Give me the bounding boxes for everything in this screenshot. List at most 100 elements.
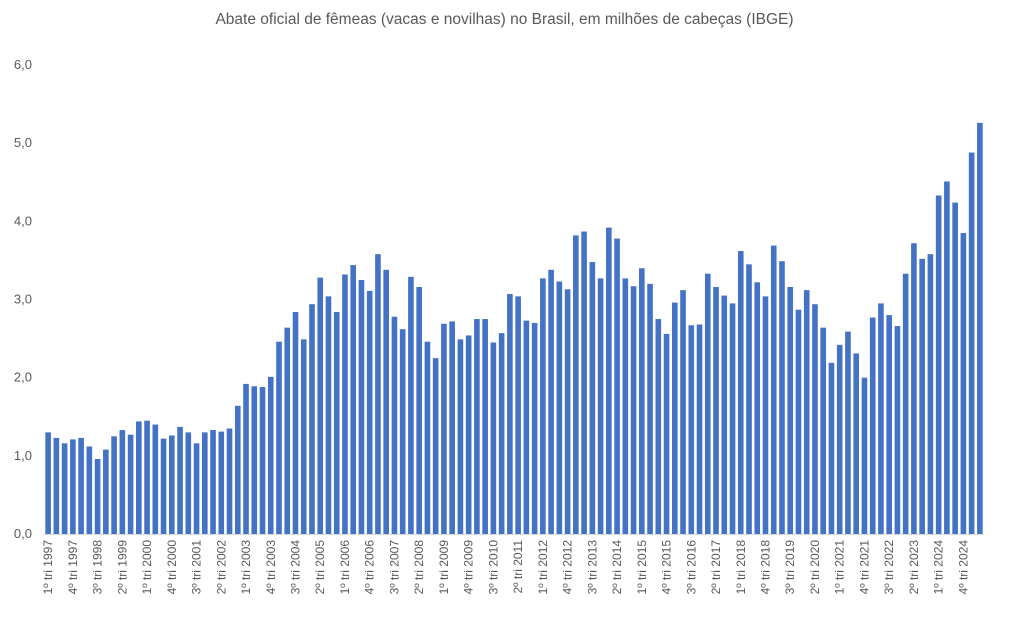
x-tick-label: 4º tri 2015 — [660, 540, 674, 595]
bar — [845, 331, 851, 534]
bar — [383, 269, 389, 534]
x-tick-label: 4º tri 1997 — [66, 540, 80, 595]
bar — [474, 319, 480, 534]
bar — [927, 254, 934, 534]
chart-title: Abate oficial de fêmeas (vacas e novilha… — [215, 11, 794, 28]
bar — [432, 358, 439, 535]
bar — [507, 294, 513, 534]
x-tick-label: 4º tri 2006 — [363, 540, 377, 595]
bar — [325, 296, 332, 534]
bar — [540, 278, 546, 534]
x-tick-label: 1º tri 2000 — [140, 540, 154, 595]
bar — [111, 436, 117, 534]
x-tick-label: 2º tri 2002 — [214, 540, 228, 595]
bar — [375, 254, 381, 534]
bar — [490, 342, 497, 534]
bar — [795, 309, 802, 534]
bar — [86, 446, 93, 534]
y-tick-label: 4,0 — [14, 213, 32, 228]
bar — [960, 233, 967, 534]
x-tick-label: 2º tri 2023 — [907, 540, 921, 595]
bar — [737, 251, 744, 535]
bar — [169, 435, 175, 534]
bar — [589, 261, 596, 534]
x-tick-label: 1º tri 1997 — [41, 540, 55, 595]
x-tick-label: 3º tri 2007 — [387, 540, 401, 595]
bar — [556, 281, 563, 534]
bar — [366, 290, 373, 534]
bar — [911, 243, 917, 534]
x-tick-label: 3º tri 2004 — [288, 540, 302, 595]
x-tick-label: 2º tri 1999 — [115, 540, 129, 595]
bar — [152, 424, 159, 534]
y-tick-label: 3,0 — [14, 292, 32, 307]
x-axis: 1º tri 1997 4º tri 1997 3º tri 1998 2º tri … — [41, 540, 970, 595]
bar — [853, 353, 859, 534]
bar — [704, 273, 711, 534]
bar — [300, 339, 307, 534]
x-tick-label: 1º tri 2003 — [239, 540, 253, 595]
y-axis: 0,0 1,0 2,0 3,0 4,0 5,0 6,0 — [14, 57, 32, 541]
bar — [218, 431, 225, 534]
bar — [548, 269, 554, 534]
bar — [523, 320, 530, 534]
bar — [869, 317, 876, 534]
bar — [639, 268, 645, 534]
bar — [127, 434, 134, 534]
bar — [399, 329, 406, 534]
bar — [234, 405, 241, 534]
bar — [94, 458, 101, 534]
bar — [779, 261, 785, 534]
bar — [977, 122, 983, 534]
y-tick-label: 1,0 — [14, 448, 32, 463]
bar — [935, 195, 942, 535]
bar — [861, 377, 868, 534]
x-tick-label: 3º tri 2010 — [486, 540, 500, 595]
x-tick-label: 2º tri 2014 — [610, 540, 624, 595]
bar — [573, 235, 579, 534]
x-tick-label: 1º tri 2015 — [635, 540, 649, 595]
bar — [680, 290, 686, 534]
bar — [820, 327, 827, 534]
bar — [622, 278, 629, 534]
bar — [465, 335, 472, 534]
bar — [902, 273, 909, 534]
bar — [267, 376, 274, 534]
bar — [136, 421, 142, 534]
bar — [968, 152, 975, 535]
x-tick-label: 3º tri 2016 — [684, 540, 698, 595]
bar — [787, 286, 794, 534]
bar — [70, 439, 76, 534]
x-tick-label: 3º tri 2019 — [783, 540, 797, 595]
x-tick-label: 4º tri 2012 — [561, 540, 575, 595]
bar — [606, 227, 612, 534]
bar — [309, 304, 315, 534]
x-tick-label: 2º tri 2017 — [709, 540, 723, 595]
bar — [61, 443, 68, 534]
bar — [630, 286, 637, 534]
bar — [482, 319, 488, 534]
bar — [812, 304, 818, 534]
bar — [878, 303, 884, 534]
bar — [894, 326, 901, 534]
bar — [770, 245, 777, 534]
bar — [251, 386, 258, 534]
bar — [53, 437, 60, 534]
bar — [696, 324, 703, 534]
bar — [317, 277, 324, 534]
bar — [886, 315, 892, 534]
bar — [201, 432, 208, 534]
bar — [919, 258, 925, 534]
bars — [45, 122, 983, 535]
bar — [424, 341, 431, 534]
bar — [342, 274, 348, 534]
bar — [358, 279, 365, 534]
bar — [185, 432, 192, 534]
x-tick-label: 2º tri 2011 — [511, 540, 525, 594]
bar — [515, 296, 521, 534]
x-tick-label: 1º tri 2009 — [437, 540, 451, 595]
y-tick-label: 0,0 — [14, 526, 32, 541]
x-tick-label: 2º tri 2020 — [808, 540, 822, 595]
x-tick-label: 2º tri 2008 — [412, 540, 426, 595]
